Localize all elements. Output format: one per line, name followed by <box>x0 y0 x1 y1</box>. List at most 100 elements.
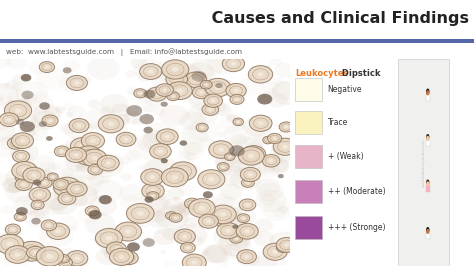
Circle shape <box>231 158 261 179</box>
Circle shape <box>223 244 241 256</box>
Circle shape <box>211 99 216 102</box>
Circle shape <box>243 116 272 137</box>
Circle shape <box>15 178 32 190</box>
Circle shape <box>65 136 92 155</box>
Circle shape <box>217 163 229 171</box>
Circle shape <box>127 242 140 252</box>
Circle shape <box>39 121 47 127</box>
Circle shape <box>252 137 266 147</box>
Circle shape <box>48 119 52 122</box>
Circle shape <box>147 192 159 200</box>
Circle shape <box>236 223 258 239</box>
Circle shape <box>172 95 174 97</box>
Circle shape <box>127 203 154 223</box>
Circle shape <box>32 190 47 200</box>
Circle shape <box>260 92 272 101</box>
Circle shape <box>65 197 69 200</box>
Circle shape <box>182 254 206 266</box>
Circle shape <box>256 182 283 202</box>
Circle shape <box>101 94 128 114</box>
Circle shape <box>155 205 189 230</box>
Circle shape <box>192 86 210 99</box>
Circle shape <box>193 78 199 82</box>
Circle shape <box>103 247 118 257</box>
Circle shape <box>91 156 98 160</box>
Circle shape <box>203 191 213 198</box>
Text: Trace: Trace <box>328 118 348 127</box>
Circle shape <box>199 91 203 94</box>
Circle shape <box>233 154 246 163</box>
Circle shape <box>183 142 202 155</box>
Circle shape <box>167 82 192 99</box>
Circle shape <box>174 217 177 219</box>
Circle shape <box>237 250 256 264</box>
Circle shape <box>137 72 152 82</box>
Circle shape <box>46 223 70 239</box>
Circle shape <box>172 82 191 95</box>
Circle shape <box>106 236 112 240</box>
Circle shape <box>284 243 289 247</box>
Circle shape <box>155 92 160 96</box>
Circle shape <box>143 238 155 247</box>
Circle shape <box>138 165 145 170</box>
Circle shape <box>207 50 239 74</box>
Circle shape <box>148 211 172 228</box>
Circle shape <box>224 148 230 152</box>
Circle shape <box>0 122 16 142</box>
Circle shape <box>276 243 289 252</box>
Circle shape <box>183 217 199 228</box>
Circle shape <box>126 133 138 143</box>
Circle shape <box>213 225 243 247</box>
Circle shape <box>145 196 154 203</box>
Circle shape <box>158 149 163 153</box>
Circle shape <box>235 98 239 101</box>
Circle shape <box>232 233 245 242</box>
Circle shape <box>215 85 221 90</box>
Bar <box>295 217 322 239</box>
Circle shape <box>244 255 249 258</box>
Circle shape <box>427 135 428 139</box>
Circle shape <box>215 165 245 186</box>
Circle shape <box>232 225 238 229</box>
Circle shape <box>248 173 253 176</box>
Circle shape <box>14 142 18 145</box>
Circle shape <box>204 94 222 107</box>
Circle shape <box>162 228 180 240</box>
Circle shape <box>427 136 428 140</box>
Circle shape <box>205 84 208 86</box>
Circle shape <box>25 210 50 227</box>
Circle shape <box>273 77 284 85</box>
Circle shape <box>168 65 181 74</box>
Circle shape <box>78 180 87 187</box>
Circle shape <box>33 180 41 186</box>
Circle shape <box>226 160 242 172</box>
Circle shape <box>23 92 54 114</box>
Circle shape <box>88 164 102 175</box>
Circle shape <box>5 80 18 90</box>
Circle shape <box>199 222 207 228</box>
Circle shape <box>91 210 94 212</box>
Circle shape <box>170 60 180 67</box>
Circle shape <box>31 155 55 172</box>
Circle shape <box>156 84 173 96</box>
Circle shape <box>190 202 194 205</box>
Circle shape <box>212 193 234 209</box>
Circle shape <box>22 181 30 187</box>
Bar <box>427 93 428 95</box>
Circle shape <box>71 124 79 130</box>
Circle shape <box>139 92 156 104</box>
Circle shape <box>267 88 276 94</box>
Text: Dipstick: Dipstick <box>339 69 381 78</box>
Circle shape <box>108 122 114 126</box>
Circle shape <box>46 136 53 141</box>
Circle shape <box>182 235 188 238</box>
Circle shape <box>64 185 71 189</box>
Circle shape <box>67 106 86 120</box>
Text: web:  www.labtestsguide.com   |   Email: info@labtestsguide.com: web: www.labtestsguide.com | Email: info… <box>6 48 242 56</box>
Circle shape <box>427 89 428 93</box>
Circle shape <box>118 156 132 165</box>
Circle shape <box>55 146 69 157</box>
Circle shape <box>90 153 124 177</box>
Circle shape <box>137 211 144 216</box>
Circle shape <box>6 54 27 69</box>
